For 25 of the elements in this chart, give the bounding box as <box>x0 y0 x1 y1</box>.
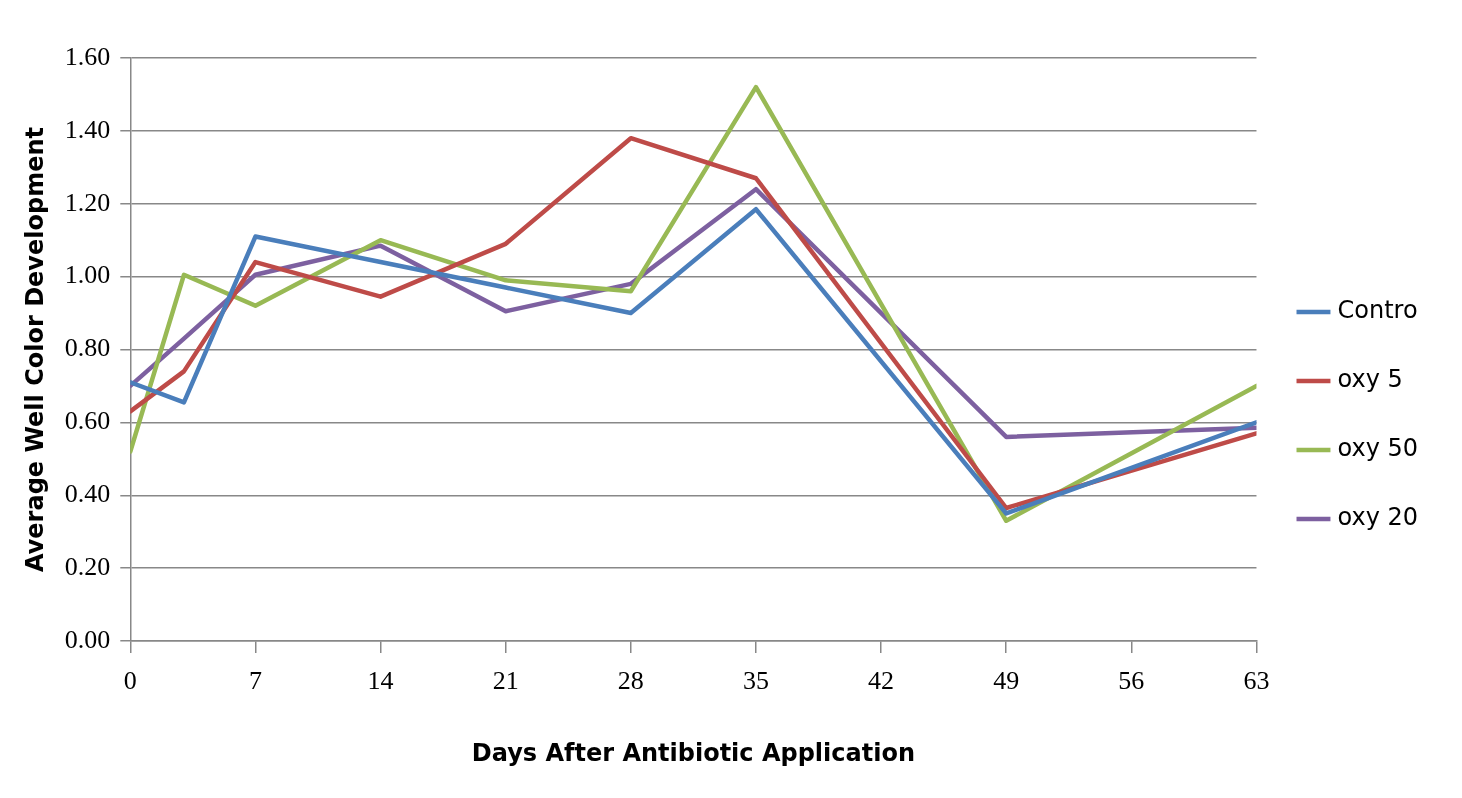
x-tick-label: 28 <box>617 666 644 696</box>
x-tick-label: 14 <box>367 666 394 696</box>
y-tick-label: 0.60 <box>64 406 111 436</box>
x-axis-title: Days After Antibiotic Application <box>471 738 916 767</box>
x-tick-label: 21 <box>492 666 519 696</box>
y-tick-label: 1.20 <box>64 187 111 217</box>
y-tick-label: 0.00 <box>64 624 111 654</box>
y-tick-label: 0.40 <box>64 479 111 509</box>
x-tick-label: 0 <box>123 666 137 696</box>
y-axis-title: Average Well Color Development <box>20 126 49 573</box>
legend-label: Contro <box>1337 296 1418 325</box>
legend-label: oxy 20 <box>1337 503 1419 532</box>
x-tick-label: 42 <box>868 666 895 696</box>
x-tick-label: 49 <box>993 666 1020 696</box>
x-tick-label: 63 <box>1243 666 1270 696</box>
y-tick-label: 1.00 <box>64 260 111 290</box>
y-tick-label: 0.80 <box>64 333 111 363</box>
y-tick-label: 1.40 <box>64 114 111 144</box>
legend-label: oxy 50 <box>1337 434 1419 463</box>
x-tick-label: 56 <box>1118 666 1145 696</box>
x-tick-label: 35 <box>742 666 769 696</box>
y-tick-label: 1.60 <box>64 41 111 71</box>
x-tick-label: 7 <box>248 666 262 696</box>
legend-label: oxy 5 <box>1337 365 1403 394</box>
y-tick-label: 0.20 <box>64 551 111 581</box>
